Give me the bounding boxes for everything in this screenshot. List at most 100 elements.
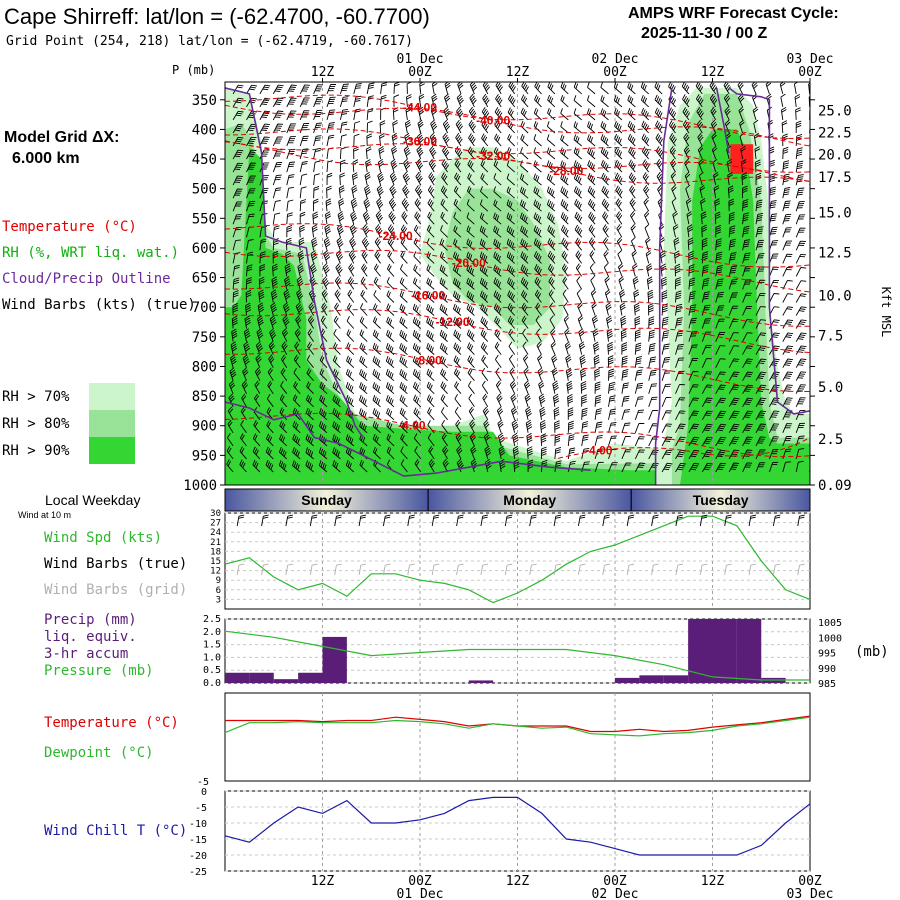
wind-barb [728,462,740,473]
precip-tick-label: 2.0 [203,627,221,638]
wind-barb [809,139,810,147]
wind-barb [797,514,805,527]
wind-barb [232,84,244,95]
precip-bar [468,680,494,683]
wind-barb [547,108,556,121]
temperature-contour-label: -4.00 [585,444,613,458]
wind-barb [375,224,383,238]
wind-barb [232,226,242,238]
wind-barb [372,316,381,329]
wind-barb [742,449,753,460]
wind-barb [533,134,542,147]
wind-barb [345,434,355,447]
wind-barb [709,82,718,95]
wind-barb [253,420,261,434]
wind-barb [573,95,582,108]
height-tick-label: 12.5 [818,246,852,262]
wind-barb [479,225,489,238]
wind-barb [481,106,490,121]
wind-barb [738,106,744,121]
wind-barb [311,224,318,238]
wind-barb [306,354,314,368]
wind-barb [675,514,683,527]
wind-barb [795,107,801,120]
wind-barb [808,82,810,94]
wind-barb [466,290,475,303]
wind-barb [259,110,271,121]
wind-barb [683,145,691,160]
wind-barb [682,120,691,134]
wind-barb [602,514,610,527]
wind-barb [497,432,505,447]
wind-barb [308,302,315,316]
wind-barb [392,107,399,120]
model-grid-label: Model Grid ΔX: [4,129,120,146]
wind-barb [656,171,663,186]
wind-barb [535,315,542,329]
wind-barb [670,158,677,173]
wind-barb [353,146,359,160]
top-date-label: 03 Dec [787,52,834,67]
wind-barb [379,120,386,134]
wind-barb [641,133,650,147]
wind-barb [644,223,650,238]
wind-barb [715,318,725,329]
wind-barb [700,211,707,225]
wind-barb [272,187,282,199]
wind-barb [687,237,694,251]
wind-barb [675,462,686,473]
wind-barb [521,315,529,329]
wind-barb [374,250,381,264]
rh-swatch [89,383,135,410]
wind-barb [415,185,423,199]
temperature-contour-line [225,249,810,293]
wind-barb [509,380,517,394]
height-tick-label: 0.09 [818,478,852,494]
wind-barb [285,250,292,264]
wind-barb [484,458,492,473]
top-date-label: 02 Dec [592,52,639,67]
temperature-dewpoint-panel: -5 Temperature (°C) Dewpoint (°C) [44,692,811,788]
wind-barb [809,326,810,329]
temperature-contour-line [225,141,810,184]
wind-barb [442,119,451,134]
wind-barb [755,199,763,212]
wind-barb [239,446,247,460]
wind-barb [795,147,803,160]
wind-barb [480,342,489,355]
wind-barb [455,132,463,147]
wind-barb [257,302,265,316]
pressure-tick-label: 995 [818,649,836,660]
wind-barb [428,172,436,186]
wind-barb [364,171,371,186]
wind-barb [338,198,345,212]
wind-barb [246,238,254,251]
wind-barb [412,329,422,342]
wind-barb [232,277,240,290]
wind-barb [386,446,395,460]
wind-barb [742,397,753,408]
wind-barb [377,158,384,173]
wind-barb [402,184,410,199]
wind-barb [552,380,559,394]
wind-tick-label: 27 [210,519,221,529]
wind-barb [359,342,368,355]
wind-barb [539,420,547,433]
wind-barb [795,280,807,290]
top-time-label: 00Z [408,65,432,80]
wind-barb [755,253,765,264]
wind-barb [333,342,341,355]
wind-barb [466,212,475,225]
wind-barb [567,460,576,473]
wind-barb [431,93,438,108]
wind-barb [430,106,437,121]
wind-barb [482,93,490,108]
wind-barb [809,235,810,238]
wind-barb [286,174,295,186]
wind-barb [520,94,529,108]
wind-barb [426,290,435,303]
wind-barb [701,423,713,434]
wind-barb [482,393,489,408]
wind-barb [259,251,266,264]
